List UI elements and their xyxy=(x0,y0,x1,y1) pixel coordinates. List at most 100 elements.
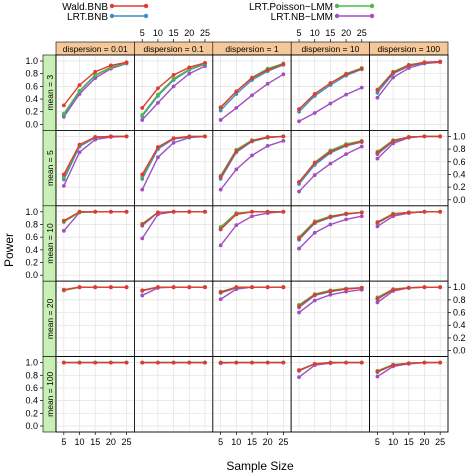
data-point xyxy=(156,86,160,91)
data-point xyxy=(250,209,254,214)
data-point xyxy=(61,228,66,233)
data-point xyxy=(156,100,160,105)
data-point xyxy=(156,155,160,160)
data-point xyxy=(297,236,301,241)
data-point xyxy=(156,360,160,365)
x-tick-label: 15 xyxy=(404,437,414,447)
column-label: dispersion = 1 xyxy=(225,44,278,54)
data-point xyxy=(140,293,145,298)
legend-point xyxy=(334,13,340,19)
data-point xyxy=(156,145,160,150)
data-point xyxy=(203,134,207,139)
y-tick-label: 0.0 xyxy=(25,119,38,129)
data-point xyxy=(359,66,364,71)
data-point xyxy=(281,209,286,214)
data-point xyxy=(312,161,317,165)
x-tick-label: 25 xyxy=(435,437,445,447)
data-point xyxy=(297,119,301,124)
data-point xyxy=(171,73,176,77)
data-point xyxy=(359,85,364,90)
x-tick-label: 10 xyxy=(153,28,163,38)
data-point xyxy=(281,62,286,67)
legend-entry-lrt-poisson-lmm: LRT.Poisson−LMM xyxy=(249,2,375,13)
data-point xyxy=(265,135,270,139)
legend-label: LRT.BNB xyxy=(67,12,108,23)
data-point xyxy=(61,287,66,292)
panel-r2-c3 xyxy=(212,130,292,207)
data-point xyxy=(171,360,176,365)
data-point xyxy=(344,360,348,365)
data-point xyxy=(422,60,427,65)
data-point xyxy=(297,304,301,309)
x-tick-label: 15 xyxy=(90,437,100,447)
data-point xyxy=(297,310,301,315)
data-point xyxy=(124,60,129,65)
data-point xyxy=(77,209,82,214)
data-point xyxy=(359,360,364,365)
panel-r1-c3 xyxy=(212,54,292,131)
data-point xyxy=(250,138,254,143)
panel-r5-c3 xyxy=(212,356,292,433)
data-point xyxy=(328,222,333,227)
y-tick-label: 0.6 xyxy=(25,81,38,91)
data-point xyxy=(265,81,270,86)
y-tick-label: 0.8 xyxy=(453,295,466,305)
data-point xyxy=(218,105,223,110)
legend-entry-lrt-bnb: LRT.BNB xyxy=(67,12,149,23)
data-point xyxy=(375,300,380,305)
data-point xyxy=(218,243,223,248)
x-tick-label: 20 xyxy=(106,437,116,447)
data-point xyxy=(140,106,145,110)
data-point xyxy=(250,360,254,365)
panel-r2-c5 xyxy=(369,130,449,207)
data-point xyxy=(344,287,348,292)
legend-point xyxy=(109,3,115,9)
x-tick-label: 5 xyxy=(140,28,145,38)
x-tick-label: 20 xyxy=(341,28,351,38)
y-tick-label: 0.2 xyxy=(453,333,466,343)
data-point xyxy=(187,209,192,214)
data-point xyxy=(203,209,207,214)
data-point xyxy=(234,106,239,110)
data-point xyxy=(108,134,113,139)
data-point xyxy=(391,363,396,368)
data-point xyxy=(250,285,254,290)
column-label: dispersion = 0.01 xyxy=(63,44,128,54)
y-tick-label: 1.0 xyxy=(25,56,38,66)
data-point xyxy=(438,285,443,290)
data-point xyxy=(344,217,348,222)
data-point xyxy=(297,189,301,194)
legend-label: LRT.NB−LMM xyxy=(271,12,333,23)
data-point xyxy=(375,150,380,155)
data-point xyxy=(140,360,145,365)
data-point xyxy=(328,161,333,166)
data-point xyxy=(61,183,66,188)
panel-r1-c5 xyxy=(369,54,449,131)
data-point xyxy=(203,285,207,290)
data-point xyxy=(297,375,301,380)
data-point xyxy=(140,112,145,117)
panel-grid: dispersion = 0.01 dispersion = 0.1 dispers… xyxy=(42,41,449,433)
data-point xyxy=(124,134,129,139)
data-point xyxy=(391,212,396,217)
data-point xyxy=(203,360,207,365)
data-point xyxy=(93,360,98,365)
panel-r5-c1 xyxy=(55,356,135,433)
data-point xyxy=(250,93,254,98)
data-point xyxy=(124,209,129,214)
panel-r2-c1 xyxy=(55,130,135,207)
data-point xyxy=(344,92,348,97)
data-point xyxy=(93,209,98,214)
data-point xyxy=(344,211,348,216)
data-point xyxy=(61,218,66,223)
panel-r3-c4 xyxy=(290,205,370,282)
data-point xyxy=(77,142,82,147)
y-tick-label: 0.4 xyxy=(25,94,38,104)
data-point xyxy=(171,136,176,141)
row-label: mean = 10 xyxy=(45,223,55,264)
data-point xyxy=(281,138,286,143)
y-tick-label: 0.2 xyxy=(453,182,466,192)
panel-r4-c3 xyxy=(212,280,292,357)
column-label: dispersion = 10 xyxy=(301,44,359,54)
data-point xyxy=(187,71,192,76)
